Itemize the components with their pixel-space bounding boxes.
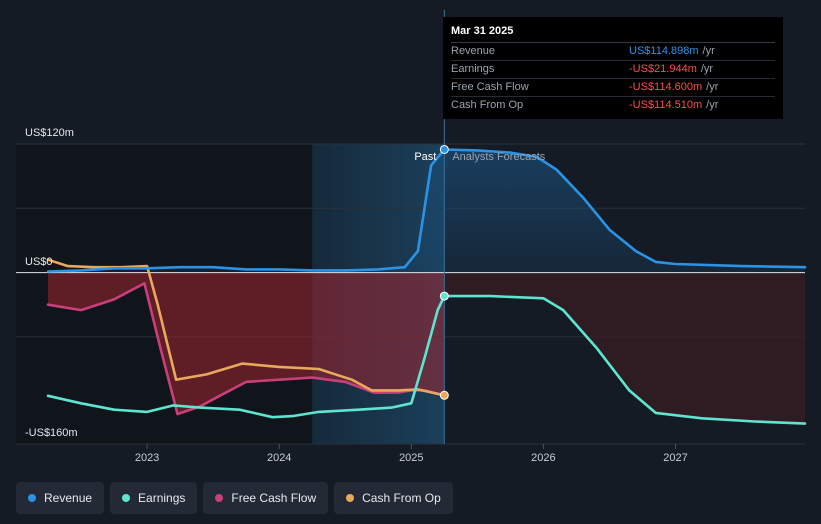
series-line-free-cash-flow (46, 282, 446, 416)
legend-item-cash-from-op[interactable]: Cash From Op (334, 482, 453, 514)
tooltip-label: Earnings (451, 63, 495, 75)
x-axis-ticks: 2023 2024 2025 2026 2027 (135, 444, 688, 464)
tooltip-label: Revenue (451, 45, 496, 57)
series-line-earnings (46, 294, 807, 425)
tooltip-unit: /yr (700, 63, 714, 75)
current-markers (439, 144, 449, 400)
marker-cash-from-op (439, 390, 449, 400)
tooltip-row-earnings: Earnings -US$21.944m /yr (451, 61, 775, 79)
x-tick-label: 2027 (663, 452, 687, 464)
cash-from-op-dot-icon (346, 494, 355, 502)
tooltip-value: -US$21.944m (629, 63, 697, 75)
tooltip-value: US$114.898m (629, 45, 699, 57)
y-axis-label: -US$160m (25, 427, 78, 439)
series-line-revenue (46, 148, 807, 273)
legend-item-revenue[interactable]: Revenue (16, 482, 105, 514)
marker-earnings (439, 291, 449, 301)
past-label: Past (414, 151, 436, 163)
tooltip-unit: /yr (702, 45, 715, 57)
y-axis-label: US$120m (25, 127, 74, 139)
revenue-area (48, 149, 805, 273)
tooltip-date: Mar 31 2025 (451, 24, 775, 43)
free-cash-flow-dot-icon (215, 494, 224, 502)
tooltip-value: -US$114.600m (629, 81, 703, 93)
tooltip-label: Cash From Op (451, 99, 524, 111)
series-line-cash-from-op (46, 258, 446, 397)
tooltip-value: -US$114.510m (629, 99, 703, 111)
tooltip-row-free-cash-flow: Free Cash Flow -US$114.600m /yr (451, 79, 775, 97)
legend: Revenue Earnings Free Cash Flow Cash Fro… (16, 482, 453, 514)
x-tick-label: 2026 (531, 452, 555, 464)
tooltip-row-cash-from-op: Cash From Op -US$114.510m /yr (451, 97, 775, 114)
legend-label: Revenue (44, 491, 93, 505)
y-axis-labels: US$120m US$0 -US$160m (25, 127, 78, 439)
legend-item-earnings[interactable]: Earnings (110, 482, 198, 514)
revenue-dot-icon (28, 494, 36, 502)
negative-area-forecast (444, 272, 805, 424)
y-axis-label: US$0 (25, 256, 53, 268)
tooltip: Mar 31 2025 Revenue US$114.898m /yr Earn… (443, 17, 783, 119)
forecast-label: Analysts Forecasts (452, 151, 545, 163)
tooltip-unit: /yr (706, 99, 719, 111)
tooltip-row-revenue: Revenue US$114.898m /yr (451, 43, 775, 61)
tooltip-label: Free Cash Flow (451, 81, 529, 93)
legend-label: Earnings (138, 491, 186, 505)
legend-label: Free Cash Flow (231, 491, 317, 505)
legend-item-free-cash-flow[interactable]: Free Cash Flow (203, 482, 329, 514)
x-tick-label: 2023 (135, 452, 159, 464)
earnings-dot-icon (122, 494, 131, 502)
x-tick-label: 2025 (399, 452, 423, 464)
marker-revenue (439, 144, 449, 154)
series-lines (46, 148, 807, 425)
legend-label: Cash From Op (362, 491, 441, 505)
tooltip-unit: /yr (706, 81, 719, 93)
x-tick-label: 2024 (267, 452, 291, 464)
